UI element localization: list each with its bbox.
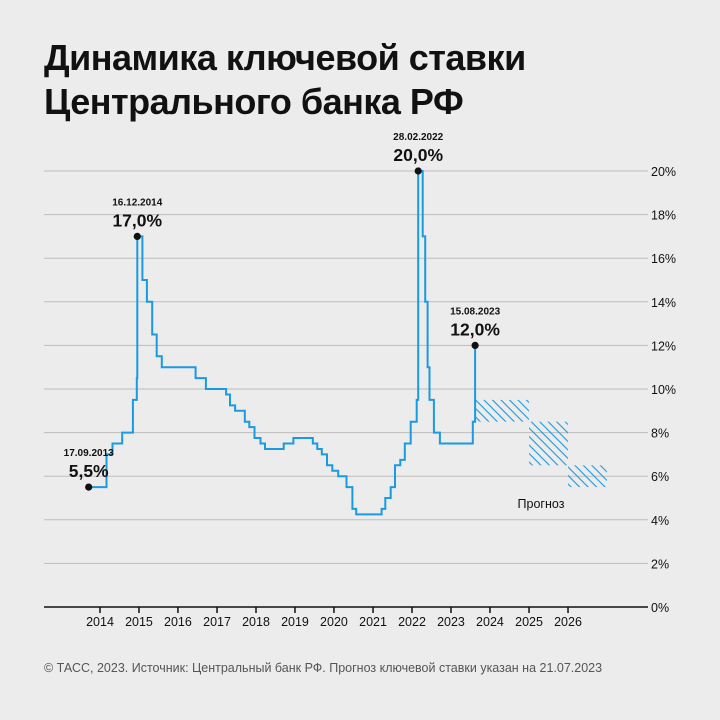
data-point-marker bbox=[414, 167, 422, 175]
forecast-label: Прогноз bbox=[518, 497, 565, 511]
annotation-date-label: 16.12.2014 bbox=[112, 197, 162, 208]
x-tick-label: 2020 bbox=[320, 615, 348, 629]
x-tick-label: 2016 bbox=[164, 615, 192, 629]
x-tick-label: 2023 bbox=[437, 615, 465, 629]
x-axis bbox=[44, 606, 648, 613]
data-point-marker bbox=[133, 232, 141, 240]
annotation-date-label: 28.02.2022 bbox=[393, 132, 443, 143]
annotations: 17.09.2013 5,5% 16.12.2014 17,0% 28.02.2022 2… bbox=[64, 132, 501, 491]
y-tick-label: 14% bbox=[651, 296, 676, 310]
forecast-range bbox=[568, 465, 607, 488]
x-tick-label: 2022 bbox=[398, 615, 426, 629]
chart-title-line-2: Центрального банка РФ bbox=[44, 81, 464, 122]
y-axis-tick-labels: 0% 2% 4% 6% 8% 10% 12% 14% 16% 18% 20% bbox=[651, 165, 676, 615]
y-tick-label: 8% bbox=[651, 427, 669, 441]
x-tick-label: 2017 bbox=[203, 615, 231, 629]
y-tick-label: 10% bbox=[651, 383, 676, 397]
chart-title: Динамика ключевой ставки Центрального ба… bbox=[44, 36, 684, 124]
y-tick-label: 2% bbox=[651, 557, 669, 571]
x-tick-label: 2026 bbox=[554, 615, 582, 629]
x-tick-label: 2018 bbox=[242, 615, 270, 629]
y-tick-label: 12% bbox=[651, 339, 676, 353]
y-tick-label: 6% bbox=[651, 470, 669, 484]
annotation-date-label: 15.08.2023 bbox=[450, 306, 500, 317]
chart-title-line-1: Динамика ключевой ставки bbox=[44, 37, 526, 78]
source-note: © ТАСС, 2023. Источник: Центральный банк… bbox=[44, 661, 603, 675]
forecast-range bbox=[529, 421, 568, 466]
x-axis-tick-labels: 2014 2015 2016 2017 2018 2019 2020 2021 2022 2023… bbox=[86, 615, 582, 629]
y-tick-label: 0% bbox=[651, 601, 669, 615]
annotation-value-label: 5,5% bbox=[69, 461, 109, 481]
forecast-range bbox=[475, 399, 529, 422]
annotation-value-label: 12,0% bbox=[450, 319, 500, 339]
y-tick-label: 20% bbox=[651, 165, 676, 179]
x-tick-label: 2021 bbox=[359, 615, 387, 629]
data-point-marker bbox=[85, 483, 93, 491]
series-lines bbox=[88, 170, 477, 516]
annotation-value-label: 20,0% bbox=[393, 145, 443, 165]
annotation-value-label: 17,0% bbox=[112, 210, 162, 230]
x-tick-label: 2015 bbox=[125, 615, 153, 629]
x-tick-label: 2024 bbox=[476, 615, 504, 629]
y-tick-label: 16% bbox=[651, 252, 676, 266]
x-tick-label: 2014 bbox=[86, 615, 114, 629]
forecast-ranges: Прогноз bbox=[475, 399, 607, 511]
x-tick-label: 2025 bbox=[515, 615, 543, 629]
y-tick-label: 4% bbox=[651, 514, 669, 528]
data-point-marker bbox=[471, 341, 479, 349]
series-line bbox=[88, 170, 477, 516]
y-tick-label: 18% bbox=[651, 209, 676, 223]
annotation-date-label: 17.09.2013 bbox=[64, 448, 114, 459]
x-tick-label: 2019 bbox=[281, 615, 309, 629]
